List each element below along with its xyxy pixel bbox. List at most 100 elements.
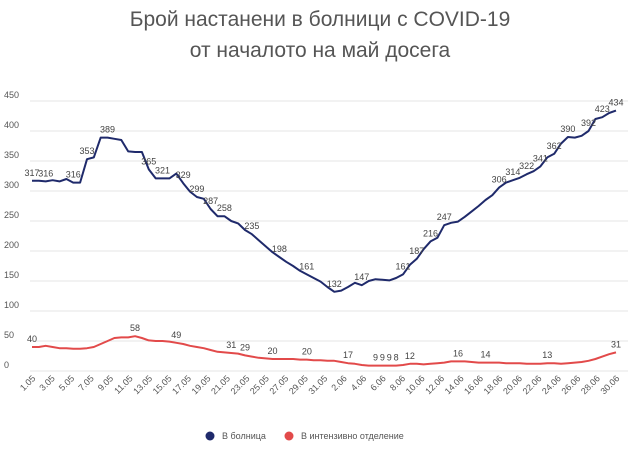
data-label: 329 — [176, 170, 191, 180]
y-tick-label: 200 — [4, 240, 19, 250]
x-tick-label: 7.05 — [76, 373, 95, 392]
data-label: 147 — [354, 272, 369, 282]
data-label: 20 — [267, 346, 277, 356]
data-label: 17 — [343, 350, 353, 360]
data-label: 434 — [608, 98, 623, 108]
data-label: 31 — [611, 339, 621, 349]
x-tick-label: 31.05 — [306, 373, 329, 396]
data-label: 161 — [299, 261, 314, 271]
x-tick-label: 22.06 — [521, 373, 544, 396]
x-tick-label: 20.06 — [501, 373, 524, 396]
x-tick-label: 3.05 — [37, 373, 56, 392]
legend-label-hospital: В болница — [222, 431, 266, 441]
x-tick-label: 18.06 — [482, 373, 505, 396]
data-label: 9 — [387, 353, 392, 363]
x-tick-label: 1.05 — [18, 373, 37, 392]
x-tick-label: 29.05 — [287, 373, 310, 396]
data-label: 316 — [66, 170, 81, 180]
x-tick-label: 28.06 — [579, 373, 602, 396]
y-tick-label: 150 — [4, 270, 19, 280]
data-label: 20 — [302, 347, 312, 357]
data-label: 40 — [27, 334, 37, 344]
x-tick-label: 12.06 — [423, 373, 446, 396]
x-tick-label: 25.05 — [248, 373, 271, 396]
series-line-hospital — [32, 109, 617, 293]
data-label: 132 — [327, 279, 342, 289]
data-label: 314 — [505, 167, 520, 177]
data-label: 390 — [560, 124, 575, 134]
data-label: 321 — [155, 165, 170, 175]
data-label: 49 — [171, 330, 181, 340]
data-label: 16 — [453, 348, 463, 358]
data-label: 287 — [203, 196, 218, 206]
data-label: 423 — [595, 104, 610, 114]
data-label: 353 — [79, 146, 94, 156]
series-line-icu — [32, 335, 617, 367]
x-tick-label: 21.05 — [209, 373, 232, 396]
legend: В болница В интензивно отделение — [205, 431, 404, 441]
data-label: 31 — [226, 340, 236, 350]
x-tick-label: 14.06 — [443, 373, 466, 396]
data-label: 299 — [189, 184, 204, 194]
chart-title-line-2: от началото на май досега — [190, 39, 451, 62]
x-tick-label: 27.05 — [267, 373, 290, 396]
data-label: 389 — [100, 125, 115, 135]
x-tick-label: 26.06 — [559, 373, 582, 396]
gridlines — [30, 100, 628, 372]
y-tick-label: 100 — [4, 300, 19, 310]
x-tick-label: 23.05 — [229, 373, 252, 396]
data-label: 12 — [405, 351, 415, 361]
x-tick-label: 5.05 — [57, 373, 76, 392]
y-tick-label: 450 — [4, 90, 19, 100]
data-label: 362 — [547, 141, 562, 151]
x-tick-label: 2.06 — [329, 373, 348, 392]
x-tick-label: 17.05 — [170, 373, 193, 396]
data-label: 247 — [437, 212, 452, 222]
x-tick-label: 11.05 — [112, 373, 135, 396]
data-label: 316 — [38, 168, 53, 178]
x-tick-label: 10.06 — [404, 373, 427, 396]
x-tick-label: 13.05 — [131, 373, 154, 396]
data-label: 161 — [395, 261, 410, 271]
data-label: 341 — [533, 153, 548, 163]
legend-marker-icu — [284, 431, 294, 441]
x-tick-label: 19.05 — [190, 373, 213, 396]
x-tick-label: 6.06 — [368, 373, 387, 392]
y-tick-label: 300 — [4, 180, 19, 190]
x-tick-label: 4.06 — [349, 373, 368, 392]
data-label: 8 — [394, 353, 399, 363]
data-label: 258 — [217, 203, 232, 213]
x-tick-label: 15.05 — [151, 373, 174, 396]
chart-title-line-1: Брой настанени в болници с COVID-19 — [130, 8, 511, 31]
data-label: 365 — [141, 156, 156, 166]
x-tick-label: 16.06 — [462, 373, 485, 396]
data-label: 187 — [409, 246, 424, 256]
data-label: 9 — [380, 353, 385, 363]
data-label: 9 — [373, 353, 378, 363]
data-label: 13 — [542, 350, 552, 360]
y-tick-label: 250 — [4, 210, 19, 220]
data-label: 392 — [581, 118, 596, 128]
y-tick-label: 50 — [4, 330, 14, 340]
legend-marker-hospital — [205, 431, 215, 441]
data-label: 317 — [24, 168, 39, 178]
legend-label-icu: В интензивно отделение — [301, 431, 404, 441]
data-label: 216 — [423, 228, 438, 238]
x-axis-ticks: 1.05 3.05 5.05 7.05 9.0511.0513.0515.0517.05… — [18, 373, 621, 396]
data-label: 29 — [240, 342, 250, 352]
data-label: 14 — [480, 350, 490, 360]
data-label: 235 — [244, 221, 259, 231]
x-tick-label: 30.06 — [598, 373, 621, 396]
y-tick-label: 400 — [4, 120, 19, 130]
y-axis-ticks: 0 50 100 150 200 250 300 350 400 450 — [4, 90, 19, 370]
data-label: 322 — [519, 161, 534, 171]
y-tick-label: 350 — [4, 150, 19, 160]
data-label: 198 — [272, 244, 287, 254]
y-tick-label: 0 — [4, 360, 9, 370]
x-tick-label: 24.06 — [540, 373, 563, 396]
series-lines — [32, 109, 617, 367]
data-label: 306 — [492, 174, 507, 184]
data-label: 58 — [130, 323, 140, 333]
